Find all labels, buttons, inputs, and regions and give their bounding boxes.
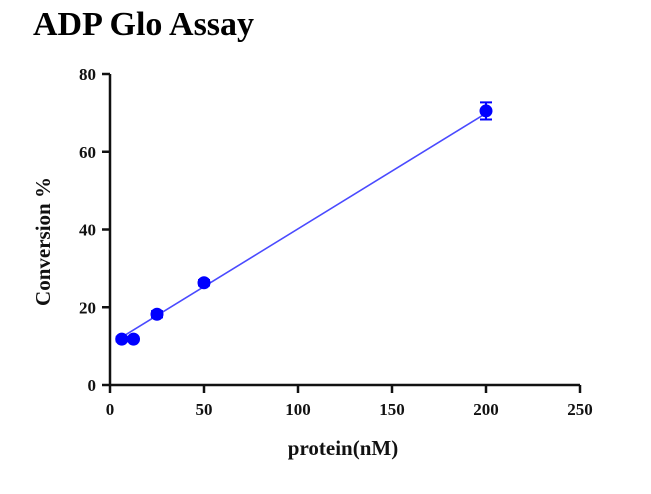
- y-tick-label: 0: [88, 376, 97, 395]
- y-tick-label: 20: [79, 298, 96, 317]
- x-tick-label: 150: [379, 400, 405, 419]
- x-tick-label: 200: [473, 400, 499, 419]
- data-point: [115, 332, 129, 346]
- data-point: [197, 276, 211, 290]
- data-points: [115, 101, 493, 346]
- data-point: [127, 332, 140, 346]
- axes: [108, 74, 580, 387]
- y-tick-label: 60: [79, 143, 96, 162]
- x-tick-label: 0: [106, 400, 115, 419]
- y-axis-title: Conversion %: [31, 177, 55, 306]
- data-point: [150, 307, 164, 321]
- data-point: [479, 104, 493, 118]
- fit-lines: [121, 112, 487, 338]
- x-axis-title: protein(nM): [288, 436, 398, 460]
- x-tick-label: 100: [285, 400, 311, 419]
- x-tick-label: 250: [567, 400, 593, 419]
- x-tick-label: 50: [196, 400, 213, 419]
- ticks: 0 20 40 60 80 0 50 100 150 200 250: [79, 65, 593, 419]
- y-tick-label: 40: [79, 221, 96, 240]
- y-tick-label: 80: [79, 65, 96, 84]
- chart-title: ADP Glo Assay: [33, 6, 255, 43]
- fit-line: [121, 112, 487, 338]
